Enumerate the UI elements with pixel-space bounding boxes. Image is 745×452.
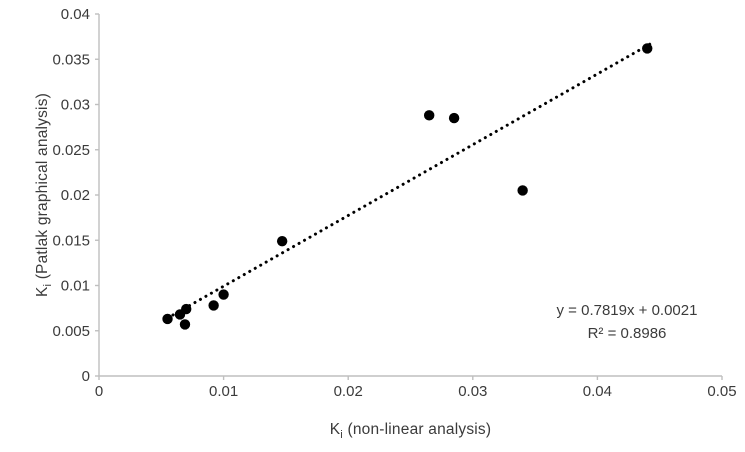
y-tick-label: 0.03 [61,97,90,114]
x-tick-label: 0.02 [334,383,363,400]
x-axis-title: Ki (non-linear analysis) [99,421,722,441]
x-tick-label: 0.04 [583,383,612,400]
data-point [208,300,219,311]
x-axis-title-text: (non-linear analysis) [342,421,492,438]
data-point [181,303,192,315]
y-axis-title-text: (Patlak graphical analysis) [33,92,51,284]
data-point [517,185,528,196]
trendline-r-squared: R² = 0.8986 [587,325,667,342]
x-axis-title-subscript: i [340,429,343,442]
x-axis-title-symbol: K [329,421,341,438]
y-tick-label: 0.015 [52,232,90,249]
y-tick-label: 0.04 [61,6,90,23]
data-point [448,112,460,124]
y-axis-title-symbol: K [33,286,51,298]
x-tick-label: 0 [95,383,103,400]
x-tick-label: 0.05 [707,383,736,400]
data-point [642,43,653,54]
x-tick-label: 0.03 [458,383,487,400]
y-tick-label: 0 [82,368,90,385]
y-axis-title: Ki (Patlak graphical analysis) [34,93,54,297]
data-point [179,319,191,330]
y-tick-label: 0.02 [61,187,90,204]
data-point [218,289,229,300]
y-tick-label: 0.01 [61,278,90,295]
y-tick-label: 0.025 [52,142,90,159]
y-tick-label: 0.005 [52,323,90,340]
trend-line [166,42,653,320]
data-point [423,110,435,121]
y-tick-label: 0.035 [52,51,90,68]
x-tick-label: 0.01 [209,383,238,400]
trendline-equation: y = 0.7819x + 0.0021 [556,302,698,319]
y-axis-title-subscript: i [42,283,55,287]
data-point [162,313,173,325]
data-point [276,235,288,247]
trendline-annotation: y = 0.7819x + 0.0021 R² = 0.8986 [512,299,742,345]
